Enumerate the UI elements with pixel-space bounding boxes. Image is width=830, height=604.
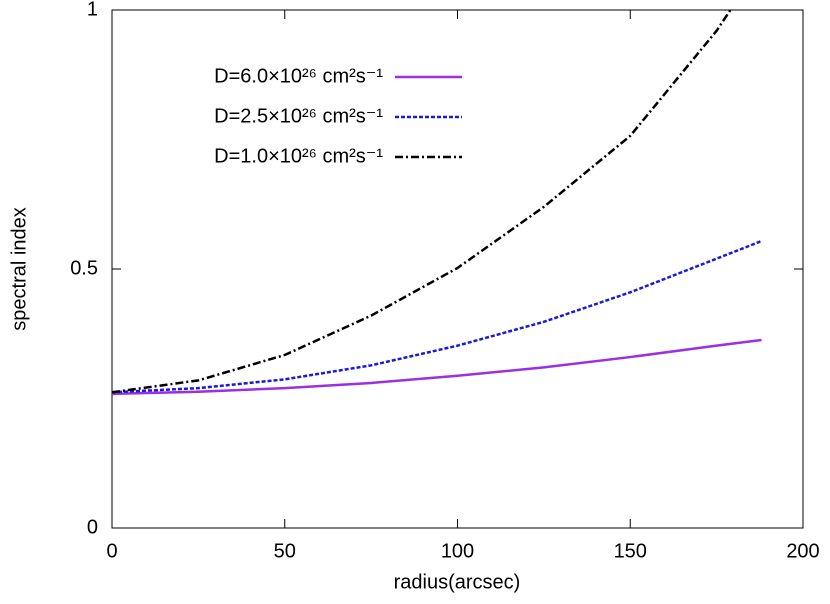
series-line [112,338,762,396]
legend-label: D=2.5×10²⁶ cm²s⁻¹ [214,105,383,127]
y-tick-label: 0.5 [70,257,98,279]
legend-label: D=6.0×10²⁶ cm²s⁻¹ [214,65,383,87]
legend-label: D=1.0×10²⁶ cm²s⁻¹ [214,145,383,167]
x-tick-label: 0 [106,540,117,562]
y-tick-label: 0 [87,516,98,538]
x-tick-label: 50 [274,540,296,562]
series-line [112,239,762,394]
x-tick-label: 150 [614,540,647,562]
x-tick-label: 200 [786,540,819,562]
y-tick-label: 1 [87,0,98,20]
y-axis-label: spectral index [8,207,30,330]
x-axis-label: radius(arcsec) [394,571,521,593]
series-line [112,10,732,394]
x-tick-label: 100 [441,540,474,562]
